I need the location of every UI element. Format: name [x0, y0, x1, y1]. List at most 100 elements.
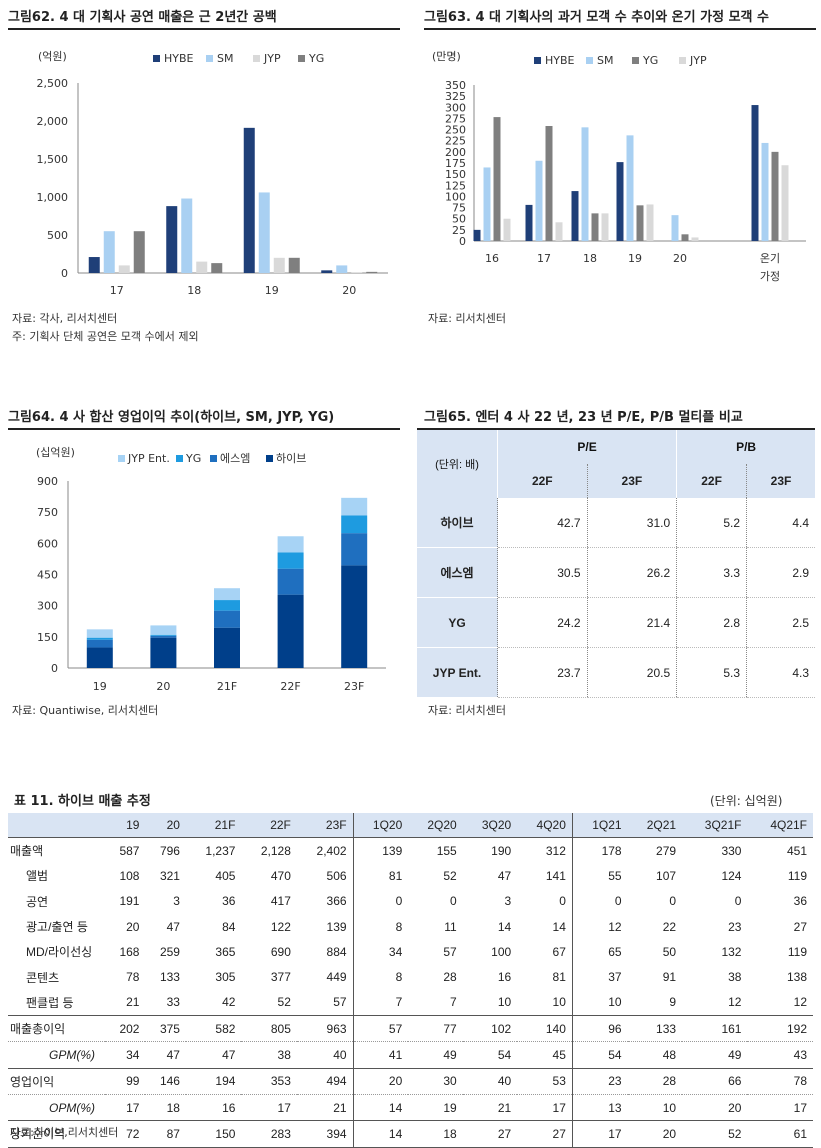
- cell-value: 312: [517, 837, 573, 864]
- table-row: OPM(%) 17 18 16 17 21 14 19 21 17 13 10 20 17: [8, 1093, 813, 1121]
- x-tick-label: 20: [673, 252, 687, 265]
- cell-value: 108: [119, 868, 140, 883]
- pe-22f-header: 22F: [497, 464, 588, 498]
- cell-value: 43: [747, 1041, 813, 1069]
- y-tick-label: 275: [445, 112, 466, 125]
- row-label: MD/라이선싱: [26, 945, 93, 960]
- bar: [351, 272, 363, 273]
- stacked-bar-segment: [150, 634, 177, 636]
- bar: [103, 231, 115, 273]
- bar: [118, 265, 130, 273]
- cell-value: 330: [682, 837, 748, 864]
- row-label: GPM(%): [8, 1041, 105, 1069]
- cell-value: 377: [270, 970, 291, 985]
- stacked-bar-segment: [214, 610, 240, 628]
- cell-value: 8: [352, 913, 409, 940]
- cell-value: 150: [185, 1120, 242, 1148]
- column-header: 1Q21: [571, 813, 628, 838]
- cell-value: 30: [408, 1067, 463, 1095]
- cell-value: 20.5: [586, 647, 677, 698]
- cell-value: 42.7: [497, 498, 588, 548]
- cell-value: 124: [721, 868, 742, 883]
- legend-label: YG: [308, 52, 324, 65]
- pb-group-header: P/B: [676, 430, 815, 464]
- bar: [636, 205, 644, 241]
- cell-value: 65: [571, 939, 628, 965]
- cell-value: 49: [682, 1041, 748, 1069]
- cell-value: 34: [352, 939, 409, 965]
- cell-value: 24.2: [497, 597, 588, 648]
- cell-value: 884: [326, 944, 347, 959]
- fig62-rule: [8, 28, 400, 30]
- cell-value: 57: [333, 995, 347, 1010]
- y-axis-label: (억원): [38, 50, 67, 63]
- fig65-title: 그림65. 엔터 4 사 22 년, 23 년 P/E, P/B 멀티플 비교: [424, 410, 743, 425]
- cell-value: 57: [443, 944, 457, 959]
- legend-swatch: [586, 57, 593, 64]
- unit-label: (단위: 배): [417, 430, 498, 498]
- row-label: 매출액: [8, 837, 105, 864]
- cell-value: 1,237: [185, 837, 242, 864]
- cell-value: 146: [145, 1067, 186, 1095]
- cell-value: 20: [126, 919, 140, 934]
- cell-value: 259: [159, 944, 180, 959]
- cell-value: 12: [728, 995, 742, 1010]
- cell-value: 191: [119, 894, 140, 909]
- legend-label: YG: [185, 452, 201, 465]
- cell-value: 405: [215, 868, 236, 883]
- bar: [258, 192, 270, 273]
- bar: [535, 160, 543, 241]
- cell-value: 81: [552, 970, 566, 985]
- cell-value: 47: [166, 919, 180, 934]
- cell-value: 582: [185, 1015, 242, 1042]
- y-tick-label: 50: [452, 213, 466, 226]
- bar: [545, 126, 553, 241]
- cell-value: 506: [326, 868, 347, 883]
- column-header: 1Q20: [352, 813, 409, 838]
- bar: [196, 261, 208, 273]
- cell-value: 7: [450, 995, 457, 1010]
- column-header: 4Q21F: [747, 813, 813, 838]
- fig63-rule: [424, 28, 816, 30]
- cell-value: 279: [627, 837, 683, 864]
- cell-value: 107: [656, 868, 677, 883]
- column-header: 19: [105, 813, 146, 838]
- pe-group-header: P/E: [496, 430, 677, 464]
- cell-value: 353: [241, 1067, 297, 1095]
- cell-value: 11: [444, 919, 457, 934]
- cell-value: 16: [185, 1093, 242, 1121]
- cell-value: 52: [682, 1120, 748, 1148]
- cell-value: 19: [408, 1093, 463, 1121]
- cell-value: 470: [270, 868, 291, 883]
- table-row: YG 24.2 21.4 2.8 2.5: [417, 597, 815, 648]
- y-tick-label: 250: [445, 124, 466, 137]
- cell-value: 55: [571, 863, 628, 889]
- cell-value: 17: [517, 1093, 573, 1121]
- cell-value: 587: [105, 837, 146, 864]
- cell-value: 87: [145, 1120, 186, 1148]
- y-tick-label: 2,000: [37, 115, 69, 128]
- y-tick-label: 750: [37, 506, 58, 519]
- fig62-chart: (억원) 0 500 1,000 1,500 2,000 2,500 HYBE SM JYP YG 1…: [37, 50, 388, 297]
- row-label: JYP Ent.: [417, 647, 498, 698]
- cell-value: 5.3: [676, 647, 747, 698]
- cell-value: 34: [105, 1041, 146, 1069]
- row-label: 영업이익: [8, 1067, 105, 1095]
- cell-value: 190: [462, 837, 518, 864]
- table-row: MD/라이선싱 168 259 365 690 884 34 57 100 67 65 50 132 11…: [8, 939, 813, 965]
- cell-value: 366: [326, 894, 347, 909]
- cell-value: 12: [793, 995, 807, 1010]
- cell-value: 305: [215, 970, 236, 985]
- y-tick-label: 0: [459, 235, 466, 248]
- bar: [321, 270, 333, 273]
- y-tick-label: 225: [445, 135, 466, 148]
- cell-value: 28: [627, 1067, 683, 1095]
- cell-value: 0: [352, 888, 409, 914]
- x-tick-label: 22F: [280, 680, 300, 693]
- cell-value: 10: [497, 995, 512, 1010]
- y-tick-label: 125: [445, 179, 466, 192]
- column-header: 3Q20: [462, 813, 518, 838]
- bar: [181, 198, 193, 273]
- cell-value: 66: [682, 1067, 748, 1095]
- cell-value: 375: [145, 1015, 186, 1042]
